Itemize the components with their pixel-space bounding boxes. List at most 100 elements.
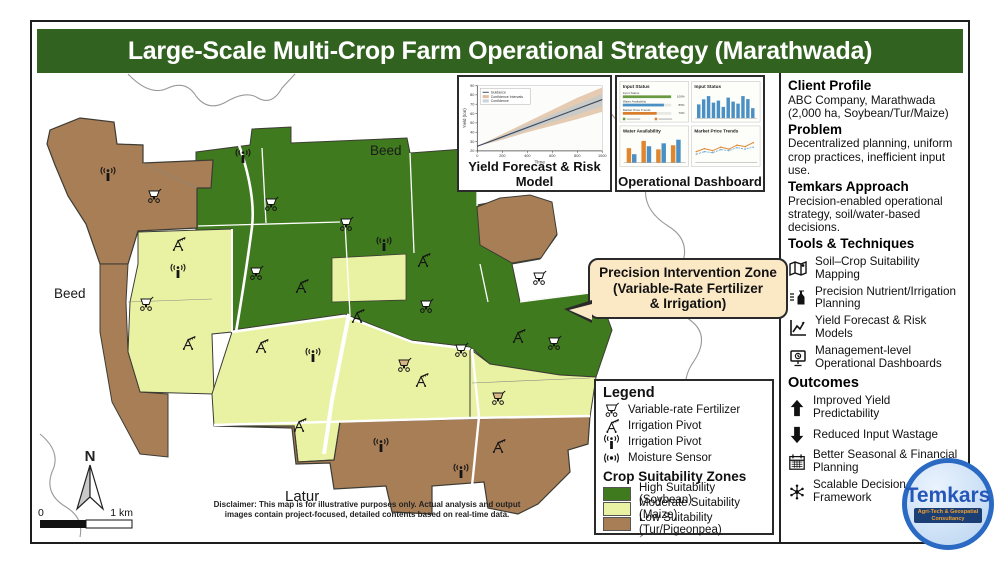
legend-label: Variable-rate Fertilizer — [628, 404, 741, 416]
svg-text:Yield (ton): Yield (ton) — [462, 108, 467, 128]
legend-label: Irrigation Pivot — [628, 420, 702, 432]
dashboard-inset: Input Status Input Status 100% Water Availa… — [615, 75, 765, 192]
outcome-label: Better Seasonal & Financial Planning — [813, 448, 958, 474]
svg-text:Time: Time — [535, 159, 546, 165]
title-bar: Large-Scale Multi-Crop Farm Operational … — [37, 29, 963, 73]
legend-zone-row: Low Suitability (Tur/Pigeonpea) — [603, 512, 765, 536]
precision-zone-callout: Precision Intervention Zone (Variable-Ra… — [564, 258, 788, 323]
legend-zone-label: Moderate Suitability (Maize) — [639, 496, 740, 521]
section-body: ABC Company, Marathwada (2,000 ha, Soybe… — [788, 93, 949, 120]
fertilizer-icon — [605, 402, 620, 417]
section-body: Decentralized planning, uniform crop pra… — [788, 137, 953, 177]
legend-zone-swatch-1 — [603, 501, 631, 516]
legend-row: Variable-rate Fertilizer — [603, 402, 765, 418]
temkars-logo: Temkars Agri-Tech & Geospatial Consultan… — [902, 458, 994, 550]
fertilizer-icon — [533, 270, 547, 285]
svg-text:85%: 85% — [679, 103, 685, 107]
callout-line: & Irrigation) — [649, 296, 727, 312]
legend-label: Irrigation Pivot — [628, 436, 702, 448]
region-label-beed-west: Beed — [54, 286, 86, 301]
legend-label: Moisture Sensor — [628, 452, 712, 464]
suitability-map: Beed Beed Latur N 0 1 km — [38, 73, 706, 538]
map-icon — [789, 260, 807, 276]
tool-item: Precision Nutrient/Irrigation Planning — [788, 284, 958, 312]
svg-text:Confidence: Confidence — [491, 99, 509, 103]
legend-zone-label: High Suitability (Soybean) — [639, 481, 716, 506]
scale-bar — [40, 520, 86, 528]
logo-tagline: Agri-Tech & Geospatial Consultancy — [913, 507, 983, 524]
map-legend: Legend Variable-rate Fertilizer Irrigati… — [594, 379, 774, 536]
tool-label: Precision Nutrient/Irrigation Planning — [815, 284, 956, 311]
scale-end-label: 1 km — [110, 507, 133, 519]
inset-title-dashboard: Operational Dashboard — [618, 174, 762, 189]
svg-text:600: 600 — [549, 154, 555, 158]
north-arrow-icon — [89, 464, 105, 511]
svg-text:50: 50 — [470, 121, 474, 125]
legend-zone-swatch-2 — [603, 516, 631, 531]
road — [231, 314, 471, 351]
tool-item: Management-level Operational Dashboards — [788, 344, 958, 371]
tool-label: Soil–Crop Suitability Mapping — [815, 254, 920, 281]
zone-low-tur-west — [99, 263, 169, 458]
callout-line: (Variable-Rate Fertilizer — [612, 280, 764, 296]
svg-text:80: 80 — [470, 93, 474, 97]
svg-text:Market Price Trends: Market Price Trends — [694, 129, 738, 134]
tool-item: Yield Forecast & Risk Models — [788, 314, 958, 341]
road — [470, 348, 481, 487]
svg-text:100%: 100% — [677, 95, 685, 99]
dashboard-icon — [790, 350, 806, 366]
callout-tail — [569, 304, 592, 320]
svg-text:20: 20 — [470, 149, 474, 153]
svg-text:Market Price Trends: Market Price Trends — [623, 108, 651, 112]
svg-text:Water Availability: Water Availability — [623, 129, 661, 134]
svg-text:60: 60 — [470, 112, 474, 116]
svg-text:200: 200 — [499, 154, 505, 158]
pivot-antenna-icon — [603, 434, 620, 450]
svg-text:400: 400 — [524, 154, 530, 158]
network-icon — [790, 484, 804, 500]
legend-zone-row: High Suitability (Soybean) — [603, 482, 765, 506]
map-area: Beed Beed Latur N 0 1 km 20 30 40 50 60 70 80 9… — [32, 73, 788, 540]
svg-text:Input Status: Input Status — [623, 91, 640, 95]
tool-item: Soil–Crop Suitability Mapping — [788, 254, 958, 282]
zone-low-tur-north-patch — [476, 194, 558, 264]
page-title: Large-Scale Multi-Crop Farm Operational … — [127, 36, 873, 65]
outcomes-heading: Outcomes — [788, 374, 859, 391]
svg-text:90: 90 — [470, 84, 474, 88]
legend-row: Irrigation Pivot — [603, 418, 765, 434]
nutrient-icon — [790, 290, 805, 305]
road — [234, 141, 255, 333]
svg-text:800: 800 — [574, 154, 580, 158]
zone-low-tur-south — [213, 415, 591, 515]
svg-text:Confidence Intervals: Confidence Intervals — [491, 95, 524, 99]
region-label-beed-north: Beed — [370, 143, 402, 158]
svg-text:Guidance: Guidance — [491, 91, 506, 95]
admin-boundary-north — [127, 73, 296, 107]
outcome-item: Better Seasonal & Financial Planning — [788, 448, 958, 475]
svg-text:0: 0 — [476, 154, 478, 158]
chart-icon — [790, 320, 806, 336]
yield-forecast-chart: 20 30 40 50 60 70 80 90 0 200 400 600 800 1000 Time Yie… — [462, 84, 607, 166]
north-label: N — [85, 448, 96, 465]
section-body: Precision-enabled operational strategy, … — [788, 194, 943, 235]
svg-text:Water Availability: Water Availability — [623, 100, 647, 104]
svg-text:1000: 1000 — [598, 154, 607, 158]
legend-row: Irrigation Pivot — [603, 434, 765, 450]
callout-line: Precision Intervention Zone — [599, 265, 777, 280]
svg-text:Input Status: Input Status — [694, 84, 721, 89]
legend-row: Moisture Sensor — [603, 450, 765, 466]
legend-zones-title: Crop Suitability Zones — [603, 469, 747, 484]
operational-dashboard-chart: Input Status Input Status 100% Water Availa… — [619, 81, 761, 167]
outcome-item: Improved Yield Predictability — [788, 394, 958, 421]
region-label-latur: Latur — [285, 488, 319, 505]
pivot-icon — [605, 418, 620, 434]
section-heading: Problem — [788, 121, 843, 137]
section-heading: Temkars Approach — [788, 179, 909, 195]
poster: Large-Scale Multi-Crop Farm Operational … — [30, 20, 994, 550]
zone-low-tur-northwest — [46, 117, 214, 265]
zone-moderate-maize-west — [127, 228, 233, 395]
legend-title: Legend — [603, 385, 655, 401]
svg-text:30: 30 — [470, 140, 474, 144]
outcome-label: Reduced Input Wastage — [813, 427, 938, 441]
svg-text:Input Status: Input Status — [623, 84, 650, 89]
